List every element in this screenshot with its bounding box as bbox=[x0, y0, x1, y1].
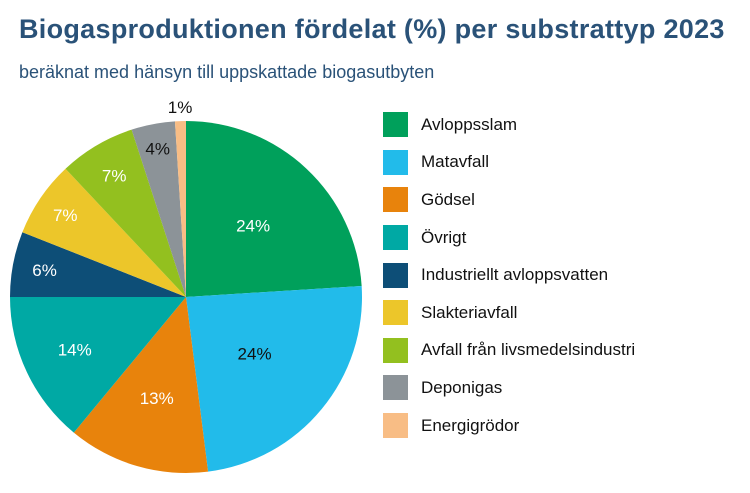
pie-slice-6 bbox=[65, 129, 186, 297]
legend-swatch bbox=[383, 225, 408, 251]
legend-swatch bbox=[383, 149, 408, 175]
legend-item: Avfall från livsmedelsindustri bbox=[383, 332, 635, 370]
pie-slice-3 bbox=[10, 297, 186, 433]
legend-label: Energigrödor bbox=[421, 415, 520, 435]
legend-swatch bbox=[383, 187, 408, 213]
data-label-4: 6% bbox=[32, 261, 57, 280]
legend: Avloppsslam Matavfall Gödsel Övrigt Industri… bbox=[383, 106, 635, 444]
data-label-1: 24% bbox=[238, 345, 272, 364]
legend-label: Industriellt avloppsvatten bbox=[421, 265, 609, 285]
pie-slice-2 bbox=[73, 297, 209, 473]
chart-title: Biogasproduktionen fördelat (%) per subs… bbox=[19, 14, 725, 44]
legend-swatch bbox=[383, 413, 408, 439]
legend-label: Avloppsslam bbox=[421, 114, 518, 134]
legend-label: Övrigt bbox=[421, 227, 467, 247]
legend-label: Deponigas bbox=[421, 377, 503, 397]
legend-item: Deponigas bbox=[383, 369, 635, 407]
data-label-0: 24% bbox=[236, 217, 270, 236]
legend-item: Matavfall bbox=[383, 144, 635, 182]
pie-slice-5 bbox=[22, 168, 186, 297]
pie-slice-1 bbox=[186, 285, 362, 472]
legend-item: Övrigt bbox=[383, 219, 635, 257]
legend-label: Matavfall bbox=[421, 152, 490, 172]
legend-label: Avfall från livsmedelsindustri bbox=[421, 340, 636, 360]
data-label-2: 13% bbox=[140, 389, 174, 408]
pie-slice-0 bbox=[186, 121, 362, 297]
data-label-8: 1% bbox=[168, 98, 193, 117]
legend-swatch bbox=[383, 112, 408, 138]
pie-slice-4 bbox=[10, 232, 186, 297]
legend-item: Avloppsslam bbox=[383, 106, 635, 144]
legend-item: Slakteriavfall bbox=[383, 294, 635, 332]
pie-slice-8 bbox=[174, 121, 186, 297]
chart-subtitle: beräknat med hänsyn till uppskattade bio… bbox=[19, 62, 435, 82]
legend-swatch bbox=[383, 300, 408, 326]
data-label-5: 7% bbox=[53, 206, 78, 225]
legend-item: Industriellt avloppsvatten bbox=[383, 256, 635, 294]
legend-swatch bbox=[383, 337, 408, 363]
legend-label: Gödsel bbox=[421, 189, 475, 209]
legend-item: Gödsel bbox=[383, 181, 635, 219]
data-label-3: 14% bbox=[58, 340, 92, 359]
legend-item: Energigrödor bbox=[383, 407, 635, 445]
data-label-6: 7% bbox=[102, 167, 127, 186]
legend-swatch bbox=[383, 375, 408, 401]
data-label-7: 4% bbox=[145, 140, 170, 159]
pie-slice-7 bbox=[131, 121, 186, 298]
legend-label: Slakteriavfall bbox=[421, 302, 518, 322]
legend-swatch bbox=[383, 262, 408, 288]
